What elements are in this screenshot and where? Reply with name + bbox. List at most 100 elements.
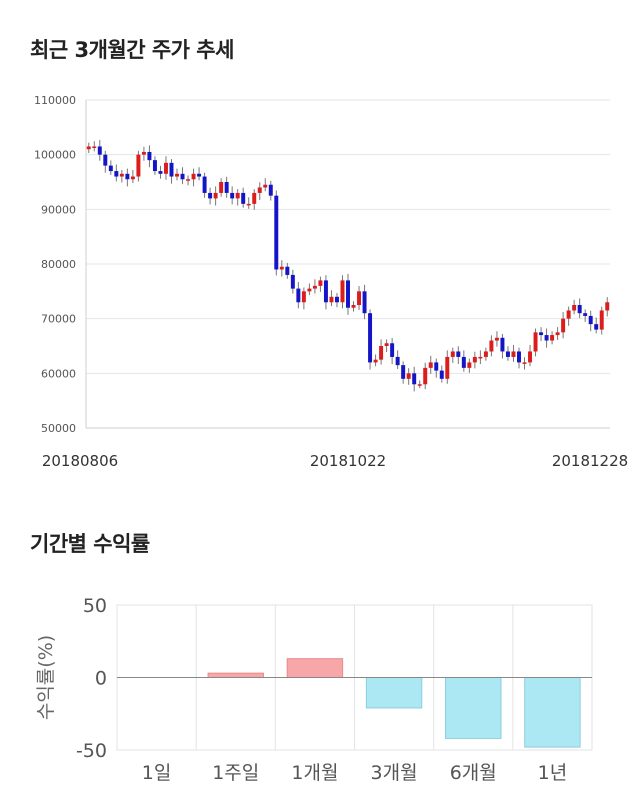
candle-body [208, 192, 213, 199]
candle-body [445, 356, 450, 379]
candle-body [186, 179, 191, 181]
candle-body [279, 266, 284, 270]
candle-body [103, 154, 108, 166]
candle-body [450, 351, 455, 357]
candle-body [197, 173, 202, 177]
candle-body [379, 346, 384, 360]
candle-body [147, 151, 152, 161]
candle-body [550, 335, 555, 341]
candle-body [268, 184, 273, 196]
y-axis-label: 수익률(%) [35, 635, 57, 720]
candle-body [323, 280, 328, 303]
candle-body [252, 192, 257, 204]
candle-body [235, 192, 240, 199]
candle-body [594, 324, 599, 330]
candle-body [362, 291, 367, 314]
candle-body [505, 351, 510, 357]
candle-body [467, 362, 472, 368]
x-tick-label: 6개월 [450, 762, 497, 784]
candle-body [213, 192, 218, 199]
candle-body [533, 332, 538, 352]
y-tick-label: 60000 [41, 367, 76, 380]
x-tick-label: 20180806 [42, 452, 118, 470]
y-tick-label: 80000 [41, 258, 76, 271]
candle-body [130, 176, 135, 180]
candle-body [329, 296, 334, 303]
candle-body [97, 146, 102, 155]
y-tick-label: 110000 [34, 94, 76, 107]
candle-body [511, 351, 516, 357]
candle-body [92, 146, 97, 148]
candle-body [566, 310, 571, 319]
x-tick-label: 1개월 [291, 762, 338, 784]
candle-body [334, 296, 339, 303]
candle-body [114, 171, 119, 177]
candle-body [401, 365, 406, 379]
candle-body [434, 362, 439, 371]
candle-body [158, 171, 163, 174]
candle-body [522, 362, 527, 364]
candle-body [241, 192, 246, 204]
candle-body [119, 173, 124, 177]
candle-body [528, 351, 533, 363]
candle-body [141, 151, 146, 155]
candle-body [478, 356, 483, 359]
candle-body [230, 192, 235, 199]
return-bar [524, 677, 581, 748]
candle-body [572, 305, 577, 311]
candle-body [152, 160, 157, 172]
candle-body [384, 343, 389, 346]
x-tick-label: 1일 [142, 762, 172, 784]
candle-body [588, 315, 593, 325]
candle-body [351, 305, 356, 308]
candle-body [175, 173, 179, 177]
candle-body [108, 165, 113, 172]
candle-body [599, 310, 604, 330]
candle-body [439, 370, 444, 379]
candle-body [395, 356, 400, 366]
candle-body [539, 332, 544, 336]
y-tick-label: 50000 [41, 422, 76, 435]
candle-body [296, 288, 301, 303]
candle-body [472, 356, 477, 363]
candle-body [357, 291, 362, 305]
return-bar [365, 677, 423, 709]
candle-body [583, 313, 588, 316]
x-tick-label: 20181022 [310, 452, 386, 470]
candle-body [390, 343, 395, 357]
candle-body [290, 274, 295, 289]
candle-body [285, 266, 290, 275]
candle-body [456, 351, 461, 357]
candle-body [340, 280, 345, 303]
candle-body [246, 203, 251, 206]
y-tick-label: -50 [76, 740, 107, 762]
candle-body [494, 337, 499, 341]
candle-body [577, 305, 582, 314]
candle-body [605, 302, 610, 311]
candle-body [489, 340, 494, 352]
return-bar [207, 672, 264, 679]
y-tick-label: 100000 [34, 149, 76, 162]
candle-body [191, 173, 196, 180]
candle-body [412, 373, 417, 385]
candle-body [307, 288, 312, 292]
price-candlestick-chart: 110000 100000 90000 80000 70000 60000 50000 201… [34, 94, 628, 470]
candle-body [169, 162, 174, 177]
candle-body [555, 332, 560, 336]
candle-body [544, 335, 549, 341]
candle-body [301, 291, 306, 303]
candle-body [219, 182, 224, 193]
candle-body [274, 195, 279, 270]
candle-body [406, 373, 411, 379]
y-tick-label: 90000 [41, 203, 76, 216]
x-tick-label: 1년 [538, 762, 568, 784]
y-tick-label: 70000 [41, 313, 76, 326]
y-tick-label: 50 [83, 595, 107, 617]
candle-body [312, 285, 317, 289]
candle-body [318, 280, 323, 286]
candle-body [373, 359, 378, 363]
candle-body [346, 280, 350, 308]
candle-body [125, 173, 130, 180]
candle-body [417, 384, 422, 386]
